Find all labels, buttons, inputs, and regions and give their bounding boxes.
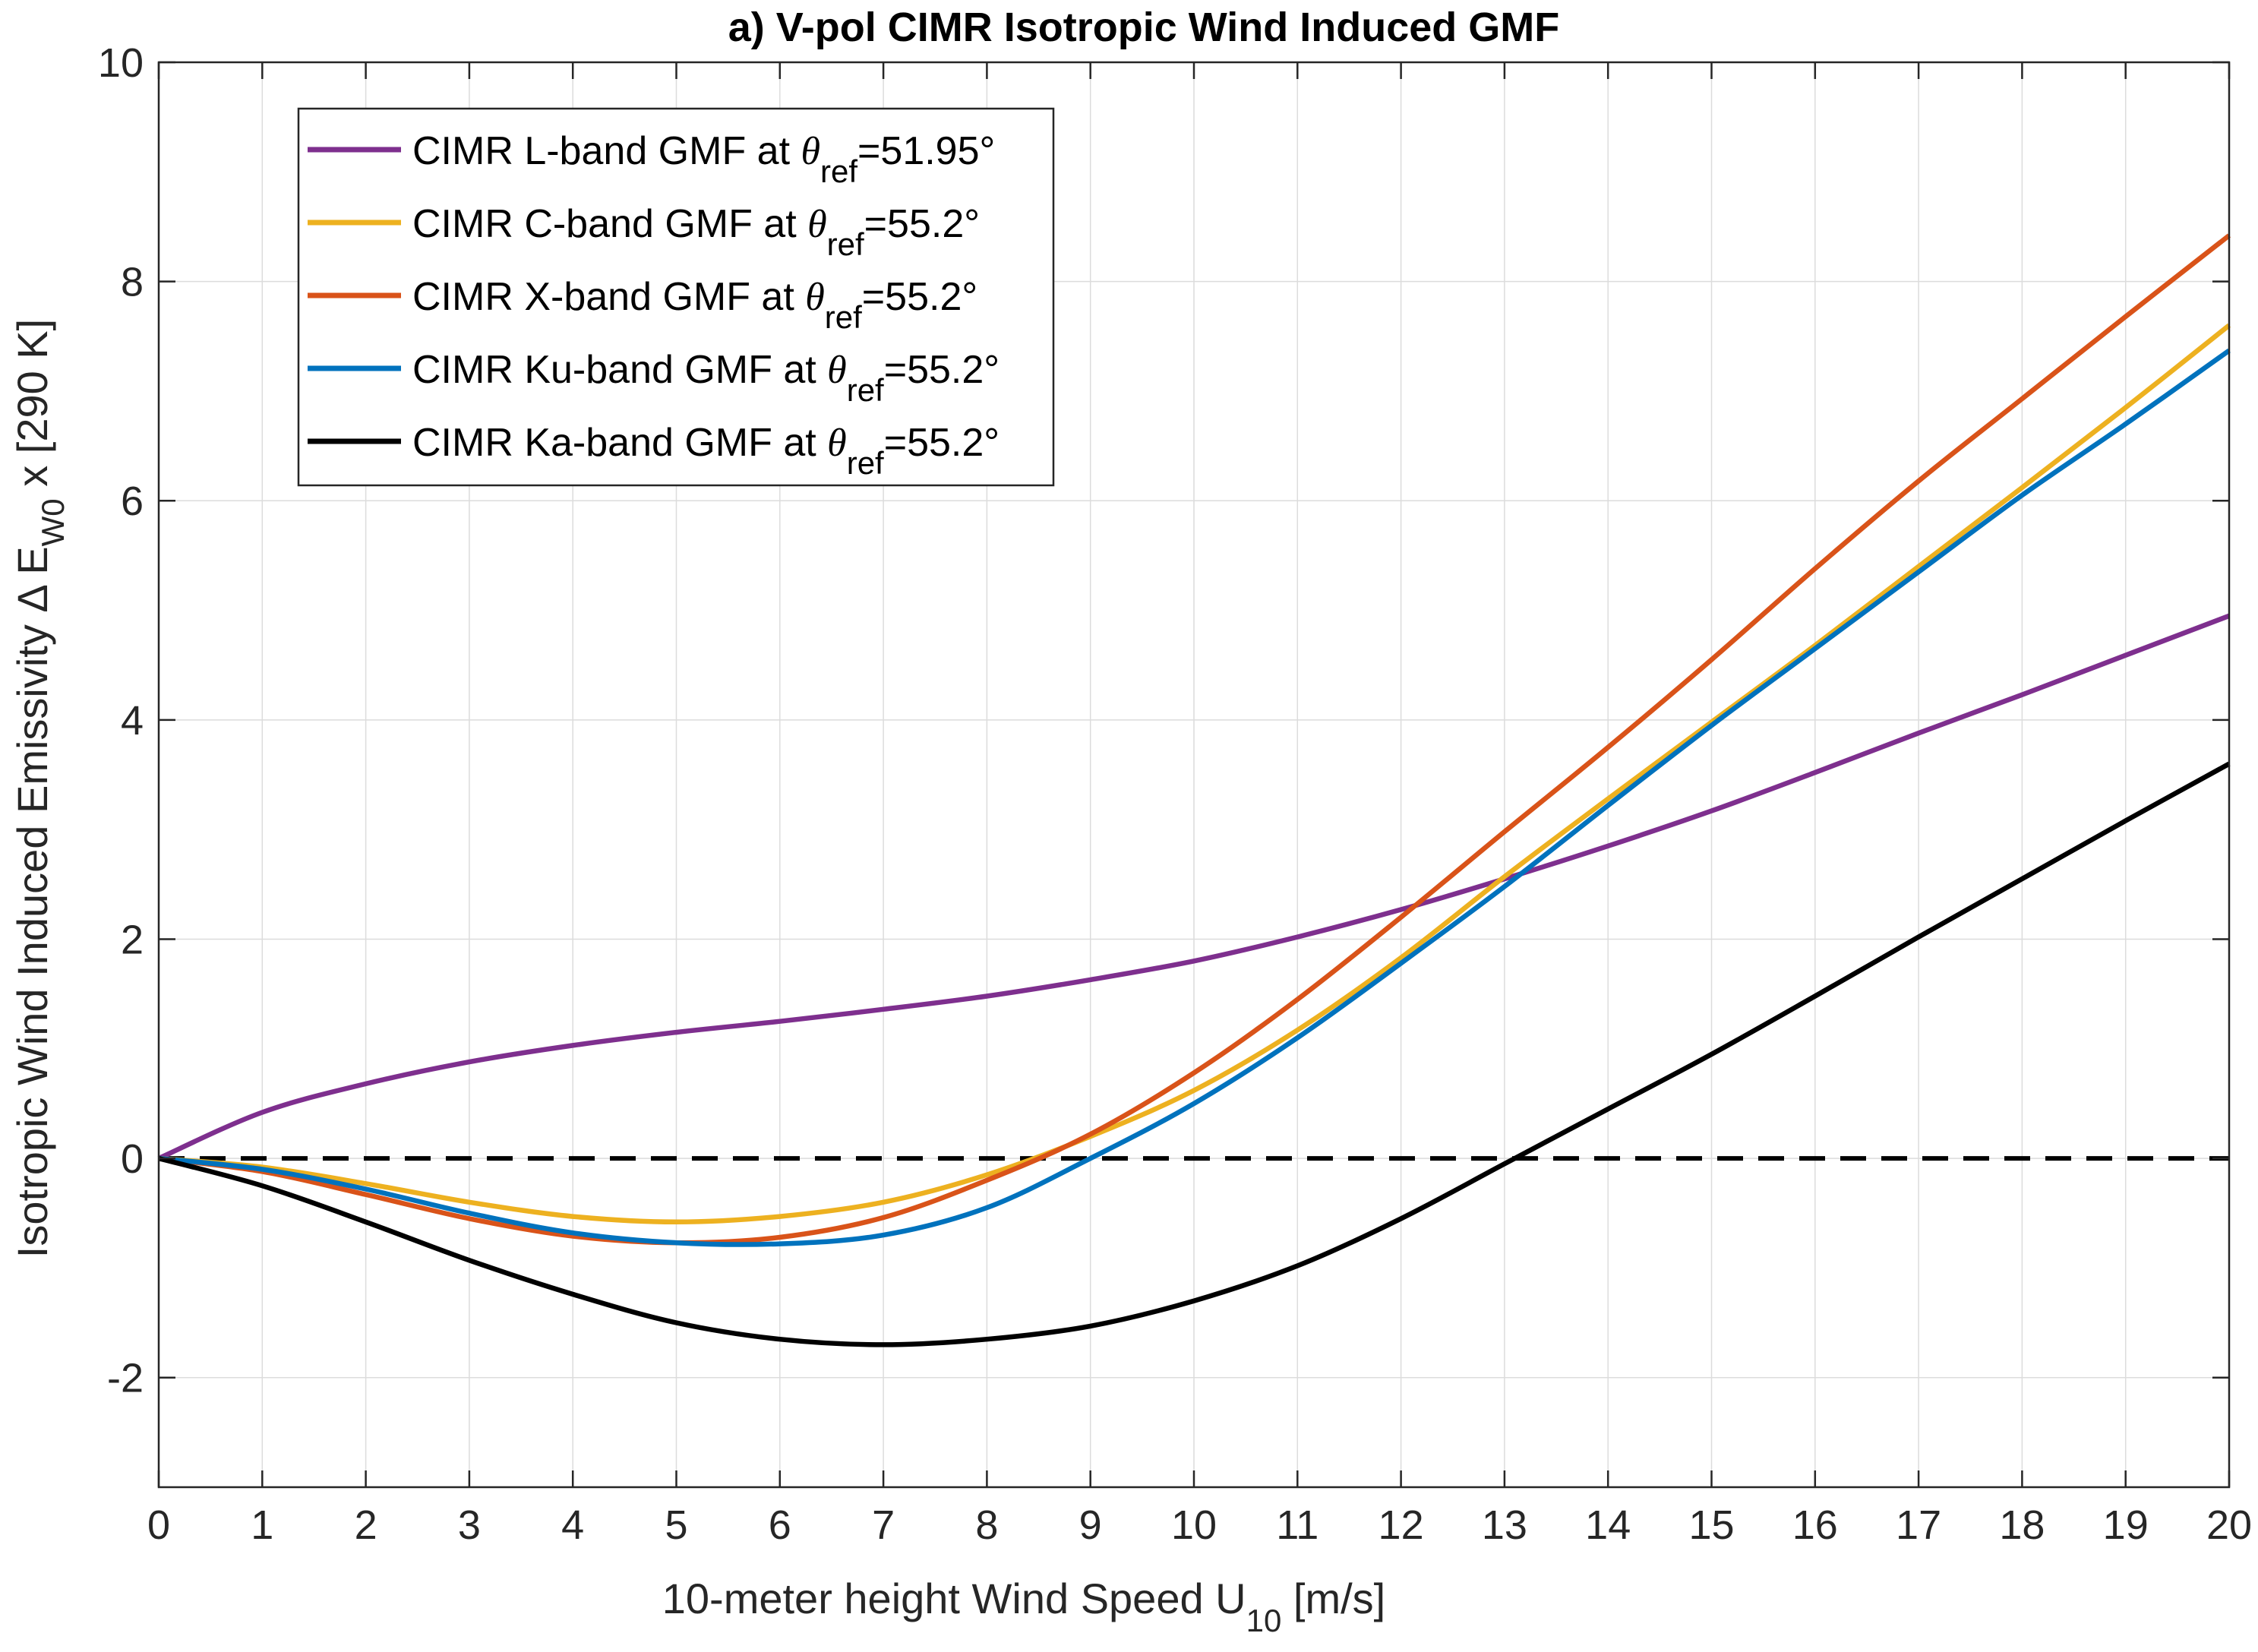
legend-label: CIMR Ku-band GMF at θref=55.2° — [412, 348, 1000, 408]
x-tick-label: 6 — [769, 1502, 791, 1548]
x-tick-label: 10 — [1171, 1502, 1217, 1548]
x-axis-label: 10-meter height Wind Speed U10 [m/s] — [662, 1575, 1385, 1638]
x-tick-label: 17 — [1896, 1502, 1941, 1548]
ticks: 0 1 2 3 4 5 6 7 8 9 10 11 12 13 14 15 16 17 18 19 20-2024681… — [98, 40, 2252, 1548]
y-axis-label-sub: W0 — [35, 498, 71, 546]
plot-area — [157, 233, 2231, 1347]
y-axis-label: Isotropic Wind Induced Emissivity Δ EW0 … — [8, 319, 71, 1258]
chart-title: a) V-pol CIMR Isotropic Wind Induced GMF — [728, 5, 1559, 50]
series-line-4 — [158, 348, 2231, 1247]
x-tick-label: 14 — [1585, 1502, 1631, 1548]
legend-entry: CIMR C-band GMF at θref=55.2° — [308, 202, 980, 262]
x-tick-label: 18 — [1999, 1502, 2045, 1548]
x-tick-label: 2 — [355, 1502, 377, 1548]
legend-label: CIMR X-band GMF at θref=55.2° — [412, 275, 977, 335]
x-axis-label-main: 10-meter height Wind Speed U — [662, 1575, 1246, 1622]
y-tick-label: -2 — [107, 1356, 144, 1401]
x-tick-label: 12 — [1378, 1502, 1424, 1548]
x-axis-label-sub: 10 — [1246, 1603, 1282, 1638]
x-tick-label: 16 — [1792, 1502, 1838, 1548]
legend-label: CIMR Ka-band GMF at θref=55.2° — [412, 421, 1000, 481]
y-tick-label: 8 — [121, 260, 144, 305]
y-tick-label: 0 — [121, 1136, 144, 1182]
y-tick-label: 2 — [121, 917, 144, 962]
legend-label: CIMR C-band GMF at θref=55.2° — [412, 202, 980, 262]
x-tick-label: 3 — [458, 1502, 481, 1548]
y-axis-label-tail: x [290 K] — [8, 319, 56, 499]
legend: CIMR L-band GMF at θref=51.95° CIMR C-ban… — [297, 107, 1055, 487]
legend-entry: CIMR X-band GMF at θref=55.2° — [308, 275, 977, 335]
x-tick-label: 4 — [561, 1502, 584, 1548]
x-tick-label: 0 — [147, 1502, 170, 1548]
legend-label: CIMR L-band GMF at θref=51.95° — [412, 129, 995, 189]
x-tick-label: 19 — [2103, 1502, 2149, 1548]
x-axis-label-tail: [m/s] — [1281, 1575, 1385, 1622]
series-line-3 — [158, 233, 2231, 1246]
y-tick-label: 6 — [121, 479, 144, 524]
x-tick-label: 15 — [1688, 1502, 1734, 1548]
y-tick-label: 4 — [121, 698, 144, 744]
legend-entry: CIMR Ka-band GMF at θref=55.2° — [308, 421, 1000, 481]
x-tick-label: 11 — [1276, 1502, 1318, 1548]
series-line-2 — [158, 323, 2231, 1225]
legend-entry: CIMR Ku-band GMF at θref=55.2° — [308, 348, 1000, 408]
x-tick-label: 5 — [665, 1502, 687, 1548]
y-axis-label-main: Isotropic Wind Induced Emissivity Δ E — [8, 546, 56, 1258]
x-tick-label: 1 — [251, 1502, 273, 1548]
x-tick-label: 13 — [1482, 1502, 1527, 1548]
legend-box — [297, 107, 1055, 487]
x-tick-label: 20 — [2206, 1502, 2252, 1548]
y-tick-label: 10 — [98, 40, 144, 86]
series-line-5 — [158, 761, 2231, 1347]
legend-entry: CIMR L-band GMF at θref=51.95° — [308, 129, 995, 189]
series-line-1 — [157, 613, 2231, 1161]
x-tick-label: 9 — [1079, 1502, 1102, 1548]
x-tick-label: 7 — [872, 1502, 895, 1548]
x-tick-label: 8 — [975, 1502, 998, 1548]
